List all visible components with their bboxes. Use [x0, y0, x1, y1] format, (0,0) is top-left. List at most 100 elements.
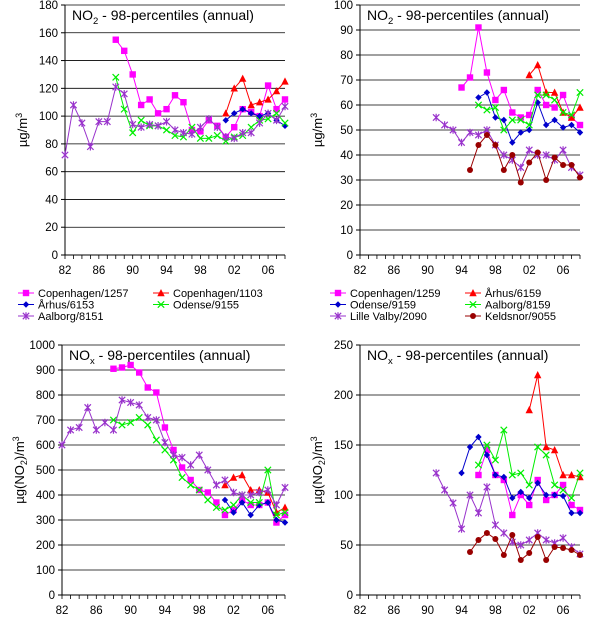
data-point [221, 481, 229, 489]
legend-label: Århus/6159 [485, 287, 541, 300]
data-point [264, 499, 272, 506]
series-lille-valby-2090 [432, 113, 584, 179]
data-point [550, 88, 559, 96]
legend-label: Århus/6153 [38, 299, 94, 312]
data-point [129, 120, 137, 129]
data-point [144, 384, 151, 391]
data-point [474, 461, 483, 469]
data-point [109, 426, 118, 434]
y-tick-label: 1000 [29, 340, 55, 352]
x-tick-label: 94 [455, 605, 468, 617]
data-point [161, 424, 169, 431]
data-point [213, 499, 220, 506]
series-aalborg-8151 [61, 83, 289, 159]
data-point [466, 443, 474, 451]
y-tick-label: 150 [334, 440, 353, 452]
data-point [196, 134, 205, 142]
data-point [509, 511, 516, 519]
legend-swatch-marker [157, 289, 165, 297]
data-point [264, 486, 272, 494]
y-axis-label: µg(NO2)/m3 [11, 436, 29, 503]
data-point [500, 116, 508, 124]
data-point [153, 389, 160, 396]
data-point [542, 91, 550, 99]
x-tick-label: 06 [261, 605, 274, 617]
data-point [255, 119, 264, 127]
data-point [188, 123, 196, 131]
legend-item: Copenhagen/1103 [153, 288, 263, 300]
data-point [255, 498, 263, 507]
x-tick-label: 98 [194, 265, 207, 277]
data-point [525, 536, 533, 544]
data-point [525, 481, 533, 489]
data-point [432, 469, 440, 477]
data-point [525, 146, 533, 154]
data-point [121, 47, 128, 55]
data-point [110, 365, 117, 372]
data-point [458, 469, 465, 477]
data-point [534, 443, 542, 451]
y-tick-label: 600 [36, 440, 55, 452]
data-point [500, 552, 507, 558]
data-point [526, 159, 533, 166]
data-point [475, 94, 482, 101]
x-tick-label: 06 [262, 265, 275, 277]
legend-swatch-marker [469, 300, 477, 309]
data-point [127, 361, 134, 369]
data-point [466, 491, 474, 499]
series-line [528, 374, 581, 478]
data-point [567, 471, 576, 479]
data-point [559, 481, 567, 489]
data-point [61, 151, 69, 159]
data-point [517, 163, 525, 172]
y-tick-label: 250 [334, 340, 353, 352]
data-point [229, 501, 238, 509]
data-point [129, 71, 136, 78]
data-point [163, 105, 170, 113]
data-point [458, 84, 465, 91]
data-point [567, 111, 576, 119]
data-point [120, 105, 128, 113]
x-tick-label: 82 [56, 605, 69, 617]
chart-panel-1: 0 20 40 60 80 100 120 140 160 180 82 86 90 94 98 02 06 NO… [14, 0, 289, 323]
data-point [154, 110, 162, 117]
data-point [517, 541, 525, 549]
y-tick-label: 20 [45, 222, 58, 234]
data-point [567, 494, 576, 502]
chart-title: NO2 - 98-percentiles (annual) [72, 7, 254, 27]
data-point [491, 521, 500, 529]
x-tick-label: 82 [354, 605, 367, 617]
legend-swatch-marker [469, 289, 477, 297]
legend-item: Keldsnor/9055 [465, 311, 556, 323]
data-point [135, 369, 143, 376]
y-tick-label: 10 [340, 225, 353, 237]
data-point [542, 536, 550, 544]
data-point [534, 86, 541, 94]
series-copenhagen-1257 [110, 361, 289, 526]
y-tick-label: 120 [39, 83, 58, 95]
data-point [281, 96, 289, 103]
chart-title: NOx - 98-percentiles (annual) [367, 347, 548, 367]
data-point [533, 371, 542, 379]
data-point [534, 534, 541, 540]
data-point [238, 471, 246, 479]
data-point [188, 126, 196, 134]
data-point [577, 174, 583, 181]
series-aalborg-8151 [58, 396, 289, 509]
data-point [178, 473, 186, 482]
series-aalborg-8159 [474, 88, 584, 134]
data-point [92, 426, 100, 434]
data-point [112, 36, 119, 43]
y-tick-label: 100 [334, 0, 353, 12]
data-point [500, 529, 508, 537]
data-point [179, 128, 188, 137]
data-point [222, 133, 230, 141]
data-point [542, 101, 550, 109]
data-point [517, 114, 524, 121]
data-point [550, 481, 559, 489]
legend-label: Keldsnor/9055 [485, 311, 556, 323]
data-point [491, 456, 500, 464]
data-point [188, 130, 196, 138]
legend-item: Århus/6153 [18, 299, 94, 312]
data-point [272, 511, 281, 519]
